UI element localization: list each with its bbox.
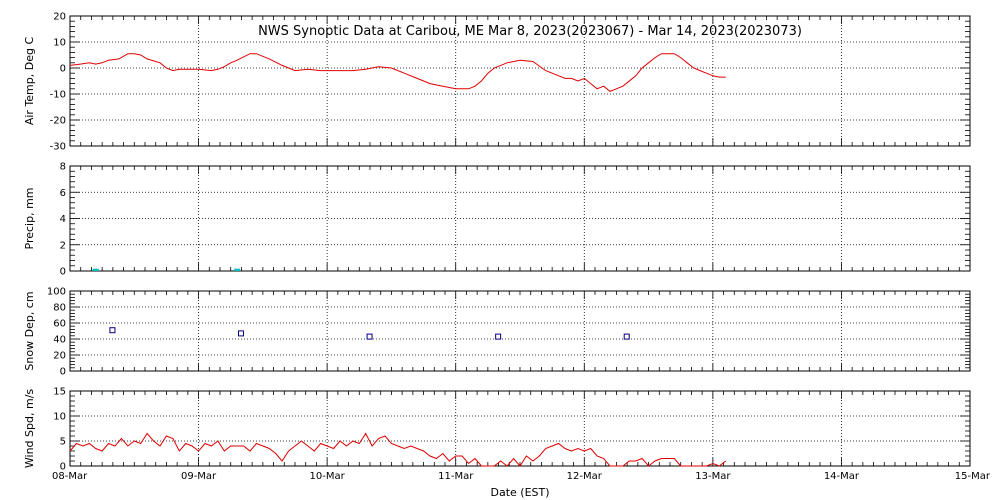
x-tick-label: 14-Mar bbox=[824, 471, 860, 482]
y-tick-label: 60 bbox=[53, 319, 66, 330]
y-tick-label: 0 bbox=[60, 462, 66, 473]
y-tick-label: -30 bbox=[50, 142, 66, 153]
y-tick-label: -20 bbox=[50, 116, 66, 127]
y-tick-label: 10 bbox=[53, 38, 66, 49]
y-axis-label: Snow Dep, cm bbox=[23, 291, 36, 370]
snow-point bbox=[366, 333, 373, 340]
panel-air-temp: 20 10 0 -10 -20 -30 Air Temp, Deg C bbox=[23, 12, 971, 153]
y-tick-label: 6 bbox=[60, 188, 66, 199]
y-tick-label: 20 bbox=[53, 351, 66, 362]
plot-frame bbox=[69, 390, 971, 467]
x-tick-label: 10-Mar bbox=[310, 471, 346, 482]
x-tick-label: 12-Mar bbox=[567, 471, 603, 482]
panel-wind-speed: 15 10 5 0 Wind Spd, m/s bbox=[23, 387, 971, 473]
y-tick-label: -10 bbox=[50, 90, 66, 101]
y-axis-label: Wind Spd, m/s bbox=[23, 389, 36, 469]
y-axis-label: Air Temp, Deg C bbox=[23, 37, 36, 126]
y-tick-label: 2 bbox=[60, 240, 66, 251]
y-tick-label: 15 bbox=[53, 387, 66, 398]
snow-point bbox=[109, 327, 116, 334]
chart-title: NWS Synoptic Data at Caribou, ME Mar 8, … bbox=[258, 24, 802, 39]
snow-point bbox=[238, 330, 244, 337]
x-axis-label: Date (EST) bbox=[490, 486, 549, 499]
plot-frame bbox=[69, 290, 971, 372]
y-axis-label: Precip, mm bbox=[23, 188, 36, 250]
air-temp-line bbox=[69, 53, 726, 92]
y-tick-label: 0 bbox=[60, 267, 66, 278]
precip-bar bbox=[92, 268, 99, 271]
y-tick-label: 80 bbox=[53, 303, 66, 314]
x-tick-label: 11-Mar bbox=[438, 471, 474, 482]
y-tick-label: 100 bbox=[47, 287, 66, 298]
panel-precip: 8 6 4 2 0 Precip, mm bbox=[23, 162, 971, 278]
y-tick-label: 10 bbox=[53, 412, 66, 423]
x-tick-label: 08-Mar bbox=[52, 471, 88, 482]
y-tick-label: 20 bbox=[53, 12, 66, 23]
x-tick-label: 09-Mar bbox=[181, 471, 217, 482]
y-tick-label: 8 bbox=[60, 162, 66, 173]
y-tick-label: 0 bbox=[60, 64, 66, 75]
x-tick-label: 15-Mar bbox=[955, 471, 991, 482]
y-tick-label: 0 bbox=[60, 367, 66, 378]
precip-bar bbox=[234, 268, 241, 271]
y-tick-label: 5 bbox=[60, 437, 66, 448]
y-tick-label: 4 bbox=[60, 214, 66, 225]
y-tick-label: 40 bbox=[53, 335, 66, 346]
panel-snow-depth: 100 80 60 40 20 0 Snow Dep, cm bbox=[23, 287, 971, 378]
x-tick-label: 13-Mar bbox=[695, 471, 731, 482]
wind-speed-line bbox=[69, 432, 727, 467]
snow-point bbox=[495, 333, 502, 340]
snow-point bbox=[623, 333, 630, 340]
